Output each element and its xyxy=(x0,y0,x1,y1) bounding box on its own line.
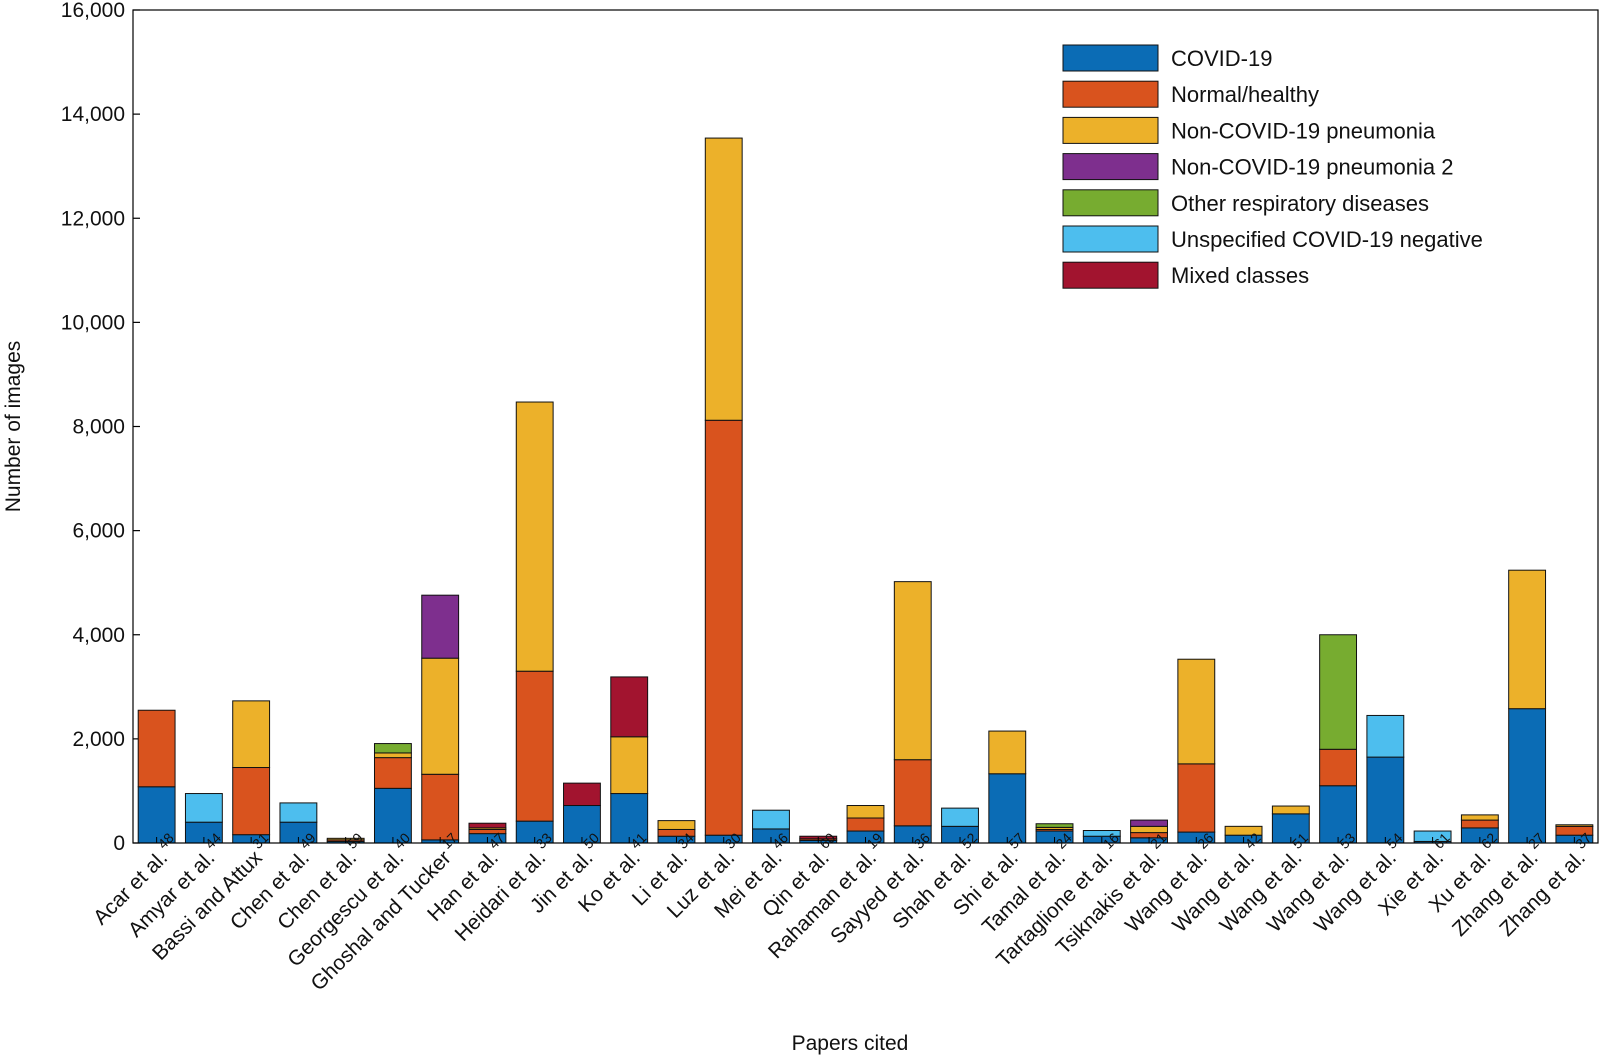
y-tick-label: 2,000 xyxy=(72,728,125,751)
bar-segment xyxy=(1460,819,1499,829)
bar-segment xyxy=(421,773,460,841)
bar-segment xyxy=(704,419,743,836)
y-tick-label: 16,000 xyxy=(61,0,125,22)
bar-segment xyxy=(941,807,979,827)
legend-swatch xyxy=(1062,153,1159,181)
bar-segment xyxy=(893,581,932,761)
bar-segment xyxy=(563,782,601,807)
bar-segment xyxy=(373,757,412,789)
bar-segment xyxy=(137,709,176,788)
bar-segment xyxy=(468,822,507,829)
bar-segment xyxy=(657,820,696,830)
bar-segment xyxy=(232,700,271,769)
legend-swatch xyxy=(1062,80,1159,108)
legend: COVID-19 Normal/healthy Non-COVID-19 pneum… xyxy=(1062,44,1483,289)
bar-segment xyxy=(515,401,554,672)
bar-segment xyxy=(373,787,412,844)
bar-segment xyxy=(988,773,1027,844)
legend-label: Other respiratory diseases xyxy=(1171,191,1429,216)
bar-segment xyxy=(1555,824,1594,827)
y-tick-label: 4,000 xyxy=(72,624,125,647)
bar-segment xyxy=(421,657,460,775)
bar-segment xyxy=(893,759,932,827)
bar-segment xyxy=(1130,819,1168,827)
legend-label: Non-COVID-19 pneumonia 2 xyxy=(1171,155,1453,180)
bar-segment xyxy=(1177,658,1216,765)
y-axis-ticks: 0 2,000 4,000 6,000 8,000 10,000 12,000 14,000 1… xyxy=(61,0,140,855)
bar-segment xyxy=(184,793,223,823)
legend-swatch xyxy=(1062,116,1159,144)
y-tick-label: 14,000 xyxy=(61,103,125,126)
bar-segment xyxy=(1366,714,1405,758)
bar-segment xyxy=(752,809,790,830)
legend-label: Normal/healthy xyxy=(1171,82,1319,107)
bar-segment xyxy=(1177,763,1216,833)
bar-segment xyxy=(1460,814,1499,821)
bar-segment xyxy=(1508,708,1547,844)
bar-segment xyxy=(1366,756,1405,844)
bar-segment xyxy=(421,594,460,659)
bar-segment xyxy=(1319,634,1358,750)
y-tick-label: 6,000 xyxy=(72,520,125,543)
x-axis-title: Papers cited xyxy=(792,1032,909,1055)
legend-swatch xyxy=(1062,261,1159,289)
bar-segment xyxy=(1224,825,1263,836)
bar-segment xyxy=(373,743,412,754)
bar-segment xyxy=(1130,825,1168,834)
y-tick-label: 0 xyxy=(113,832,125,855)
bar-segment xyxy=(468,828,507,835)
legend-label: Mixed classes xyxy=(1171,263,1309,288)
legend-label: Non-COVID-19 pneumonia xyxy=(1171,118,1436,143)
bar-segment xyxy=(610,736,649,795)
bar-segment xyxy=(988,730,1027,775)
bar-segment xyxy=(373,752,412,759)
y-axis-title: Number of images xyxy=(2,341,25,513)
y-tick-label: 8,000 xyxy=(72,416,125,439)
bar-segment xyxy=(1319,748,1358,787)
bar-segment xyxy=(1508,569,1547,710)
legend-swatch xyxy=(1062,44,1159,72)
bar-segment xyxy=(846,817,885,832)
bar-segment xyxy=(704,137,743,421)
bar-segment xyxy=(279,802,318,823)
bar-segment xyxy=(232,767,271,836)
legend-swatch xyxy=(1062,189,1159,217)
bar-segment xyxy=(846,805,885,819)
y-tick-label: 10,000 xyxy=(61,311,125,334)
bar-segment xyxy=(1319,785,1358,844)
plot-frame xyxy=(132,9,1599,844)
legend-label: COVID-19 xyxy=(1171,46,1272,71)
bar-segment xyxy=(515,670,554,822)
bar-segment xyxy=(1271,805,1310,815)
legend-swatch xyxy=(1062,225,1159,253)
y-tick-label: 12,000 xyxy=(61,207,125,230)
bar-segment xyxy=(610,676,649,738)
bar-segment xyxy=(610,793,649,844)
legend-label: Unspecified COVID-19 negative xyxy=(1171,227,1483,252)
bar-segment xyxy=(1035,823,1074,828)
bar-segment xyxy=(1082,830,1121,837)
